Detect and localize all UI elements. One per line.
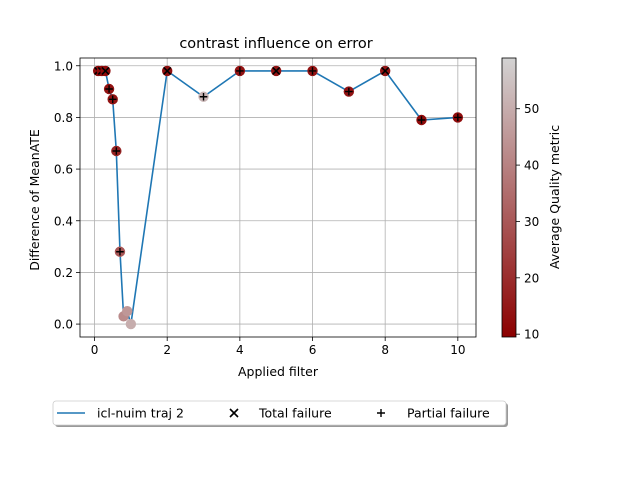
legend: icl-nuim traj 2 Total failure Partial fail… <box>52 400 508 427</box>
total-failure-marker <box>381 66 390 75</box>
data-point <box>122 305 133 317</box>
total-failure-marker <box>101 66 110 75</box>
x-tick-label: 10 <box>450 343 465 357</box>
y-tick-label: 0.4 <box>54 214 73 228</box>
colorbar-tick-label: 20 <box>524 271 539 285</box>
legend-x-icon <box>229 408 239 418</box>
colorbar-tick-label: 40 <box>524 159 539 173</box>
partial-failure-marker <box>308 67 317 75</box>
x-axis-label: Applied filter <box>238 364 319 379</box>
legend-label: Partial failure <box>407 406 490 421</box>
partial-failure-marker <box>108 95 117 104</box>
colorbar-tick-label: 10 <box>524 328 539 342</box>
y-tick-label: 0.0 <box>54 318 73 332</box>
axes: 0 2 4 6 8 10 0.0 0.2 0.4 0.6 0.8 1.0 <box>54 57 477 357</box>
series-line <box>98 69 458 325</box>
x-tick-label: 0 <box>91 343 99 357</box>
partial-failure-marker <box>454 113 462 122</box>
colorbar-label: Average Quality metric <box>547 125 562 269</box>
legend-label: Total failure <box>258 406 332 421</box>
chart-title: contrast influence on error <box>179 36 372 52</box>
y-tick-label: 1.0 <box>54 59 73 73</box>
data-point <box>125 318 137 330</box>
legend-label: icl-nuim traj 2 <box>97 406 184 421</box>
legend-box <box>52 400 507 426</box>
x-tick-label: 6 <box>309 343 317 357</box>
partial-failure-marker <box>199 92 208 101</box>
series-layer <box>92 65 464 330</box>
colorbar-tick-label: 50 <box>524 102 539 116</box>
partial-failure-marker <box>112 147 121 155</box>
plot-frame <box>79 57 477 338</box>
y-tick-label: 0.6 <box>54 163 73 177</box>
x-tick-label: 2 <box>163 343 171 357</box>
legend-plus-icon <box>377 409 385 417</box>
partial-failure-marker <box>105 85 113 93</box>
y-axis-label: Difference of MeanATE <box>27 129 42 271</box>
x-tick-label: 8 <box>381 343 389 357</box>
partial-failure-marker <box>236 67 244 75</box>
colorbar-gradient <box>501 57 517 338</box>
colorbar: 10 20 30 40 50 <box>501 57 539 342</box>
total-failure-marker <box>163 66 172 75</box>
partial-failure-marker <box>417 116 426 124</box>
x-tick-label: 4 <box>236 343 244 357</box>
partial-failure-marker <box>116 247 124 256</box>
partial-failure-marker <box>345 87 353 96</box>
grid-lines <box>80 58 476 337</box>
total-failure-marker <box>272 66 281 75</box>
colorbar-tick-label: 30 <box>524 215 539 229</box>
y-tick-label: 0.2 <box>54 266 73 280</box>
y-tick-label: 0.8 <box>54 111 73 125</box>
